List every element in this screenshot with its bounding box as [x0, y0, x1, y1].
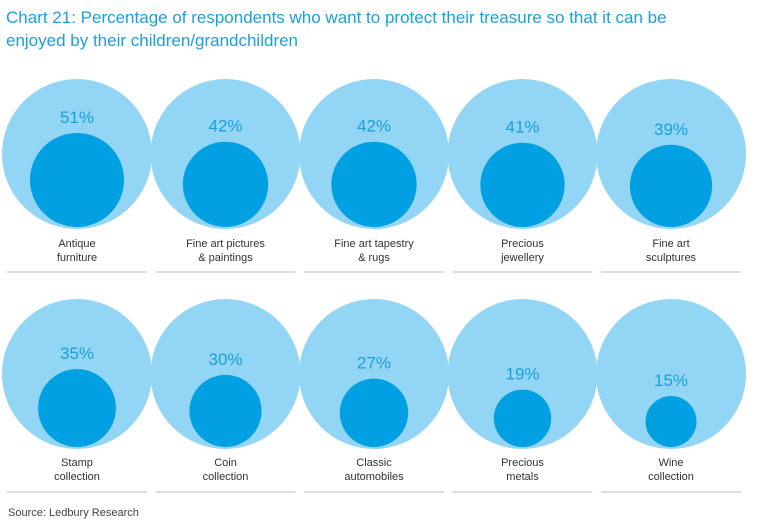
- category-label: Classic: [356, 457, 392, 469]
- data-label: 39%: [654, 120, 688, 139]
- data-label: 41%: [505, 118, 539, 137]
- data-label: 27%: [357, 354, 391, 373]
- category-label: Stamp: [61, 457, 93, 469]
- category-label: Fine art pictures: [186, 238, 265, 250]
- data-label: 15%: [654, 371, 688, 390]
- category-label: Fine art tapestry: [334, 238, 414, 250]
- data-label: 19%: [505, 365, 539, 384]
- category-label: metals: [506, 471, 539, 483]
- bubble-item: 35% Stamp collection: [2, 299, 152, 493]
- bubble-item: 51% Antique furniture: [2, 79, 152, 273]
- bubble-item: 41% Precious jewellery: [447, 79, 598, 273]
- category-label: automobiles: [344, 471, 404, 483]
- category-label: Coin: [214, 457, 237, 469]
- category-label: furniture: [57, 252, 97, 264]
- bubble-item: 27% Classic automobiles: [299, 299, 449, 493]
- bubble-item: 42% Fine art tapestry & rugs: [299, 79, 449, 273]
- chart-title: Chart 21: Percentage of respondents who …: [6, 8, 667, 50]
- bubble-item: 19% Precious metals: [447, 299, 598, 493]
- data-label: 42%: [357, 117, 391, 136]
- category-label: Antique: [58, 238, 95, 250]
- value-bubble: [331, 141, 417, 227]
- category-label: jewellery: [500, 252, 544, 264]
- value-bubble: [30, 133, 124, 227]
- value-bubble: [645, 396, 697, 448]
- value-bubble: [493, 389, 552, 447]
- bubble-item: 39% Fine art sculptures: [596, 79, 746, 273]
- bubble-item: 42% Fine art pictures & paintings: [150, 79, 301, 273]
- category-label: collection: [203, 471, 249, 483]
- outer-bubble: [447, 299, 598, 449]
- bubble-item: 15% Wine collection: [596, 299, 746, 493]
- category-label: & rugs: [358, 252, 390, 264]
- data-label: 30%: [208, 350, 242, 369]
- category-label: sculptures: [646, 252, 697, 264]
- category-label: Wine: [658, 457, 683, 469]
- value-bubble: [38, 369, 116, 447]
- value-bubble: [629, 144, 713, 227]
- outer-bubble: [596, 299, 746, 449]
- chart-source: Source: Ledbury Research: [8, 507, 139, 519]
- value-bubble: [339, 378, 409, 448]
- data-label: 35%: [60, 344, 94, 363]
- data-label: 51%: [60, 108, 94, 127]
- category-label: collection: [648, 471, 694, 483]
- category-label: Fine art: [652, 238, 689, 250]
- value-bubble: [189, 374, 262, 447]
- category-label: & paintings: [198, 252, 253, 264]
- category-label: Precious: [501, 238, 544, 250]
- outer-bubble: [150, 299, 301, 449]
- category-label: collection: [54, 471, 100, 483]
- data-label: 42%: [208, 117, 242, 136]
- category-label: Precious: [501, 457, 544, 469]
- bubble-item: 30% Coin collection: [150, 299, 301, 493]
- outer-bubble: [299, 299, 449, 449]
- value-bubble: [480, 142, 565, 227]
- value-bubble: [182, 141, 269, 227]
